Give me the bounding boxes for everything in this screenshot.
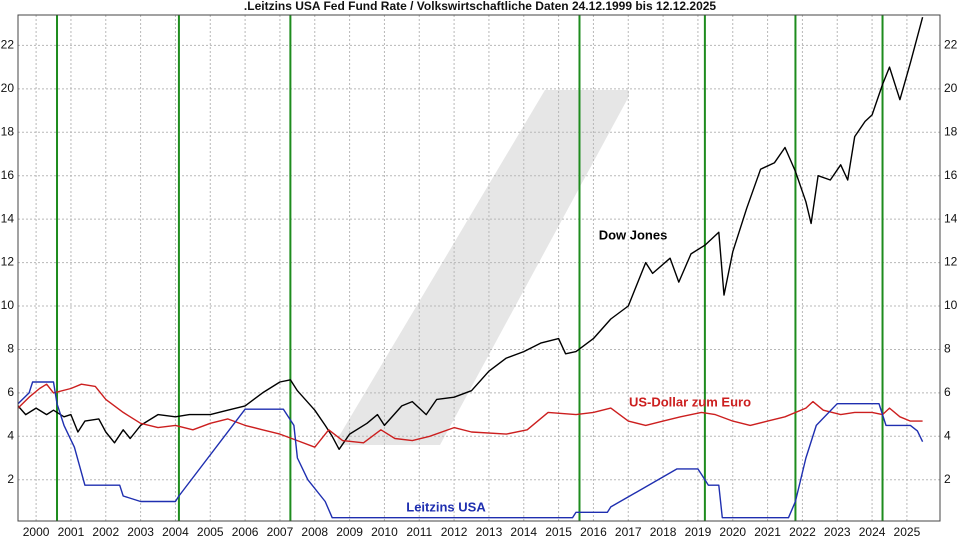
x-tick-label: 2023 bbox=[824, 525, 851, 539]
series-label: Leitzins USA bbox=[406, 499, 486, 514]
x-tick-label: 2007 bbox=[267, 525, 294, 539]
series-lines bbox=[17, 17, 924, 519]
x-tick-label: 2017 bbox=[615, 525, 642, 539]
x-tick-label: 2010 bbox=[371, 525, 398, 539]
y-tick-label-right: 12 bbox=[944, 255, 958, 269]
x-tick-label: 2022 bbox=[789, 525, 816, 539]
x-tick-label: 2008 bbox=[301, 525, 328, 539]
y-tick-label-right: 20 bbox=[944, 81, 958, 95]
y-tick-label: 14 bbox=[1, 211, 15, 225]
y-tick-label: 2 bbox=[7, 472, 14, 486]
x-tick-label: 2003 bbox=[127, 525, 154, 539]
series-line bbox=[17, 381, 924, 519]
x-tick-label: 2018 bbox=[650, 525, 677, 539]
x-tick-label: 2005 bbox=[197, 525, 224, 539]
y-tick-label-right: 14 bbox=[944, 211, 958, 225]
plot-frame bbox=[17, 14, 941, 522]
x-tick-label: 2024 bbox=[859, 525, 886, 539]
x-tick-label: 2001 bbox=[58, 525, 85, 539]
grid bbox=[18, 15, 940, 521]
event-lines bbox=[56, 15, 884, 521]
y-tick-label-right: 16 bbox=[944, 168, 958, 182]
x-tick-label: 2015 bbox=[545, 525, 572, 539]
y-tick-label: 4 bbox=[7, 428, 14, 442]
y-tick-label-right: 8 bbox=[944, 342, 951, 356]
x-tick-label: 2012 bbox=[441, 525, 468, 539]
chart-title: .Leitzins USA Fed Fund Rate / Volkswirts… bbox=[244, 0, 717, 13]
x-tick-label: 2009 bbox=[336, 525, 363, 539]
y-tick-label: 22 bbox=[1, 38, 15, 52]
y-tick-label-right: 2 bbox=[944, 472, 951, 486]
series-label: Dow Jones bbox=[599, 227, 668, 242]
x-tick-label: 2011 bbox=[406, 525, 432, 539]
y-tick-label-right: 4 bbox=[944, 428, 951, 442]
x-tick-label: 2002 bbox=[92, 525, 119, 539]
series-line bbox=[17, 383, 923, 448]
series-label: US-Dollar zum Euro bbox=[629, 394, 751, 409]
x-tick-label: 2020 bbox=[719, 525, 746, 539]
y-tick-label: 6 bbox=[7, 385, 14, 399]
x-tick-label: 2019 bbox=[685, 525, 712, 539]
x-tick-label: 2006 bbox=[232, 525, 259, 539]
watermark bbox=[337, 90, 629, 445]
y-tick-label: 16 bbox=[1, 168, 15, 182]
x-tick-label: 2016 bbox=[580, 525, 607, 539]
y-tick-label: 18 bbox=[1, 124, 15, 138]
x-tick-label: 2014 bbox=[510, 525, 537, 539]
y-tick-label: 8 bbox=[7, 342, 14, 356]
x-tick-label: 2004 bbox=[162, 525, 189, 539]
y-tick-label-right: 18 bbox=[944, 124, 958, 138]
y-tick-label-right: 6 bbox=[944, 385, 951, 399]
y-tick-label-right: 22 bbox=[944, 38, 958, 52]
y-tick-label: 10 bbox=[1, 298, 15, 312]
y-tick-label-right: 10 bbox=[944, 298, 958, 312]
y-tick-label: 20 bbox=[1, 81, 15, 95]
series-line bbox=[17, 17, 924, 450]
x-tick-label: 2013 bbox=[476, 525, 503, 539]
x-tick-label: 2021 bbox=[754, 525, 781, 539]
x-tick-label: 2000 bbox=[23, 525, 50, 539]
x-tick-label: 2025 bbox=[894, 525, 921, 539]
y-tick-label: 12 bbox=[1, 255, 15, 269]
